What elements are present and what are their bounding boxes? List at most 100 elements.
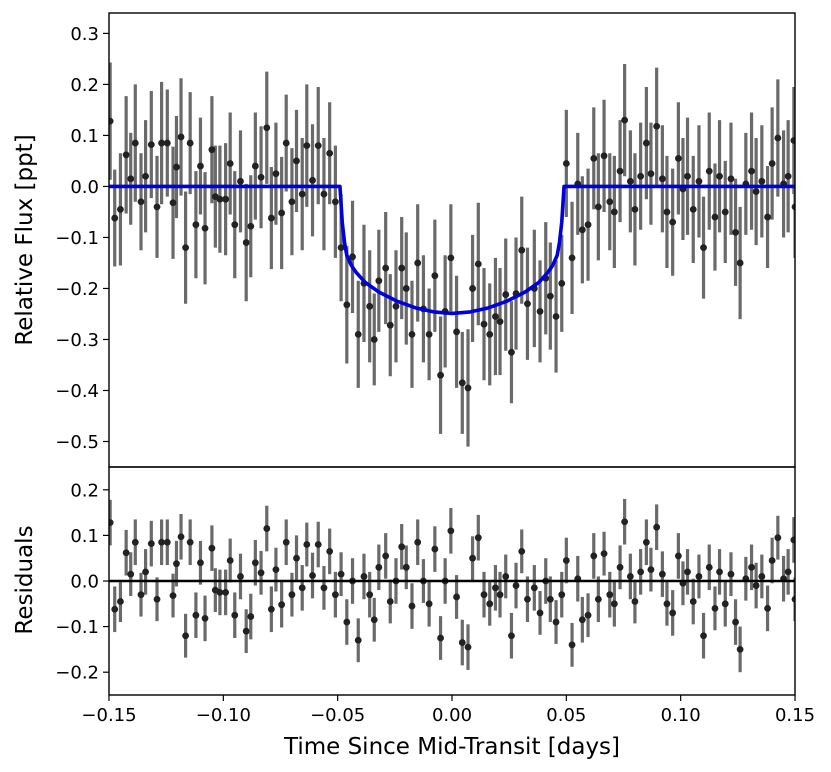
data-point [169, 199, 177, 207]
data-point [496, 318, 504, 326]
y-tick-label: 0.0 [70, 572, 99, 593]
plot-area [109, 498, 795, 673]
data-point [502, 573, 510, 580]
data-point [705, 167, 713, 175]
data-point [700, 632, 707, 640]
data-point [392, 302, 400, 310]
data-point [349, 253, 356, 261]
data-point [621, 518, 629, 526]
data-point [752, 188, 760, 195]
data-point [272, 566, 280, 573]
data-point [122, 151, 130, 159]
data-point [370, 336, 378, 343]
data-point [343, 618, 351, 626]
data-point [226, 557, 234, 564]
data-point [791, 595, 795, 603]
data-point [408, 602, 416, 610]
data-point [122, 549, 130, 557]
data-point [331, 198, 339, 206]
y-tick-label: −0.2 [55, 663, 99, 684]
data-point [736, 646, 744, 653]
data-point [398, 264, 406, 272]
data-point [402, 563, 410, 571]
data-point [360, 573, 368, 580]
data-point [474, 260, 482, 268]
data-point [326, 547, 334, 555]
data-point [453, 328, 460, 336]
data-point [689, 598, 697, 605]
data-point [558, 591, 566, 599]
data-point [631, 598, 639, 605]
data-point [626, 573, 634, 580]
data-point [147, 141, 155, 149]
data-point [584, 221, 592, 229]
data-point [237, 573, 244, 580]
data-point [431, 545, 439, 553]
data-point [610, 208, 618, 216]
data-point [546, 292, 554, 300]
data-point [669, 609, 677, 617]
data-point [616, 563, 624, 571]
data-point [182, 632, 190, 640]
data-point [732, 618, 739, 626]
data-point [711, 604, 719, 612]
data-point [764, 604, 771, 612]
data-point [453, 593, 460, 601]
data-point [469, 554, 476, 562]
data-point [398, 543, 406, 551]
data-point [197, 162, 204, 170]
data-point [530, 584, 538, 592]
data-point [226, 160, 234, 167]
flux-panel: 0.3 0.2 0.1 0.0 −0.1 −0.2 −0.3 −0.4 −0.5 [55, 12, 796, 468]
data-point [158, 538, 165, 546]
data-point [524, 300, 531, 308]
data-point [590, 552, 598, 560]
data-point [784, 172, 792, 180]
y-tick-label: 0.3 [70, 24, 99, 45]
data-point [647, 170, 655, 178]
data-point [425, 330, 433, 338]
data-point [721, 208, 729, 216]
plot-area [109, 62, 795, 447]
data-point [474, 534, 482, 542]
data-point [251, 162, 259, 170]
data-point [768, 557, 776, 564]
data-point [637, 172, 645, 180]
data-point [552, 313, 560, 320]
data-point [354, 330, 362, 338]
data-point [784, 568, 792, 576]
data-point [464, 643, 472, 651]
x-tick-label: −0.10 [196, 705, 251, 726]
data-point [247, 222, 255, 230]
data-point [127, 570, 135, 578]
data-point [263, 525, 271, 532]
y-tick-label: −0.3 [55, 330, 99, 351]
data-point [684, 568, 691, 576]
data-point [716, 172, 723, 180]
data-point [508, 632, 515, 640]
data-point [631, 205, 639, 213]
data-point [674, 552, 682, 560]
data-point [658, 570, 666, 578]
data-point [512, 582, 520, 589]
data-point [173, 163, 180, 171]
data-point [163, 139, 171, 147]
data-point [382, 552, 390, 560]
data-point [197, 559, 204, 567]
data-point [653, 523, 661, 531]
x-tick-label: 0.10 [661, 705, 701, 726]
data-point [637, 568, 645, 576]
y-tick-label: −0.5 [55, 432, 99, 453]
data-point [790, 137, 795, 144]
data-point [658, 175, 666, 183]
data-point [298, 584, 306, 592]
data-point [578, 226, 586, 234]
y-tick-label: 0.0 [70, 177, 99, 198]
data-point [153, 203, 161, 211]
data-point [247, 613, 255, 620]
data-point [288, 198, 296, 206]
data-point [732, 228, 739, 236]
data-point [748, 563, 755, 571]
data-point [716, 568, 723, 576]
data-point [568, 641, 576, 649]
